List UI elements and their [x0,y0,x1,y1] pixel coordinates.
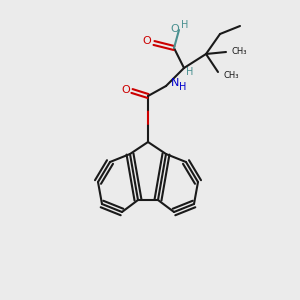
Text: O: O [171,24,179,34]
Text: H: H [186,67,194,77]
Text: CH₃: CH₃ [232,46,248,56]
Text: H: H [179,82,186,92]
Text: CH₃: CH₃ [223,71,239,80]
Text: O: O [142,36,152,46]
Text: N: N [171,78,179,88]
Text: H: H [181,20,188,30]
Text: O: O [122,85,130,95]
